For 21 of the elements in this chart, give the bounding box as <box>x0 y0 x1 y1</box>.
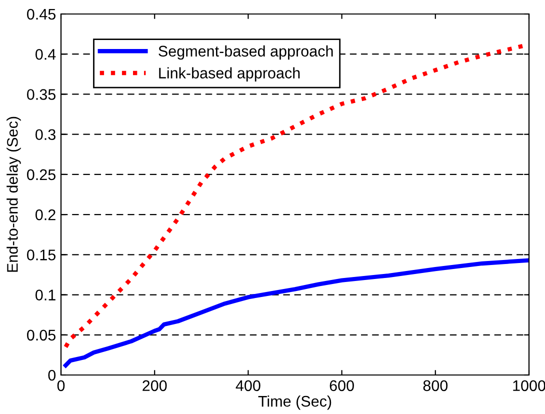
y-tick-label: 0.15 <box>27 250 56 260</box>
y-tick-label: 0 <box>48 370 56 381</box>
y-tick-label: 0.4 <box>36 48 56 60</box>
legend-label: Link-based approach <box>159 67 300 82</box>
x-axis-title: Time (Sec) <box>258 395 332 410</box>
y-tick-label: 0.2 <box>36 209 56 220</box>
x-tick-label: 1000 <box>513 380 545 392</box>
x-tick-label: 600 <box>330 380 354 392</box>
legend-label: Segment-based approach <box>158 45 333 60</box>
x-tick-label: 400 <box>236 380 260 392</box>
y-axis-title: End-to-end delay (Sec) <box>6 116 21 272</box>
y-tick-label: 0.45 <box>27 8 56 20</box>
y-tick-label: 0.3 <box>36 129 56 140</box>
y-tick-label: 0.35 <box>27 89 56 100</box>
y-tick-label: 0.25 <box>27 169 56 180</box>
line-series <box>64 258 529 368</box>
y-tick-label: 0.05 <box>27 330 56 341</box>
x-tick-label: 800 <box>423 380 448 392</box>
x-tick-label: 0 <box>57 380 65 392</box>
x-tick-label: 200 <box>142 380 167 392</box>
y-tick-label: 0.1 <box>36 290 56 300</box>
